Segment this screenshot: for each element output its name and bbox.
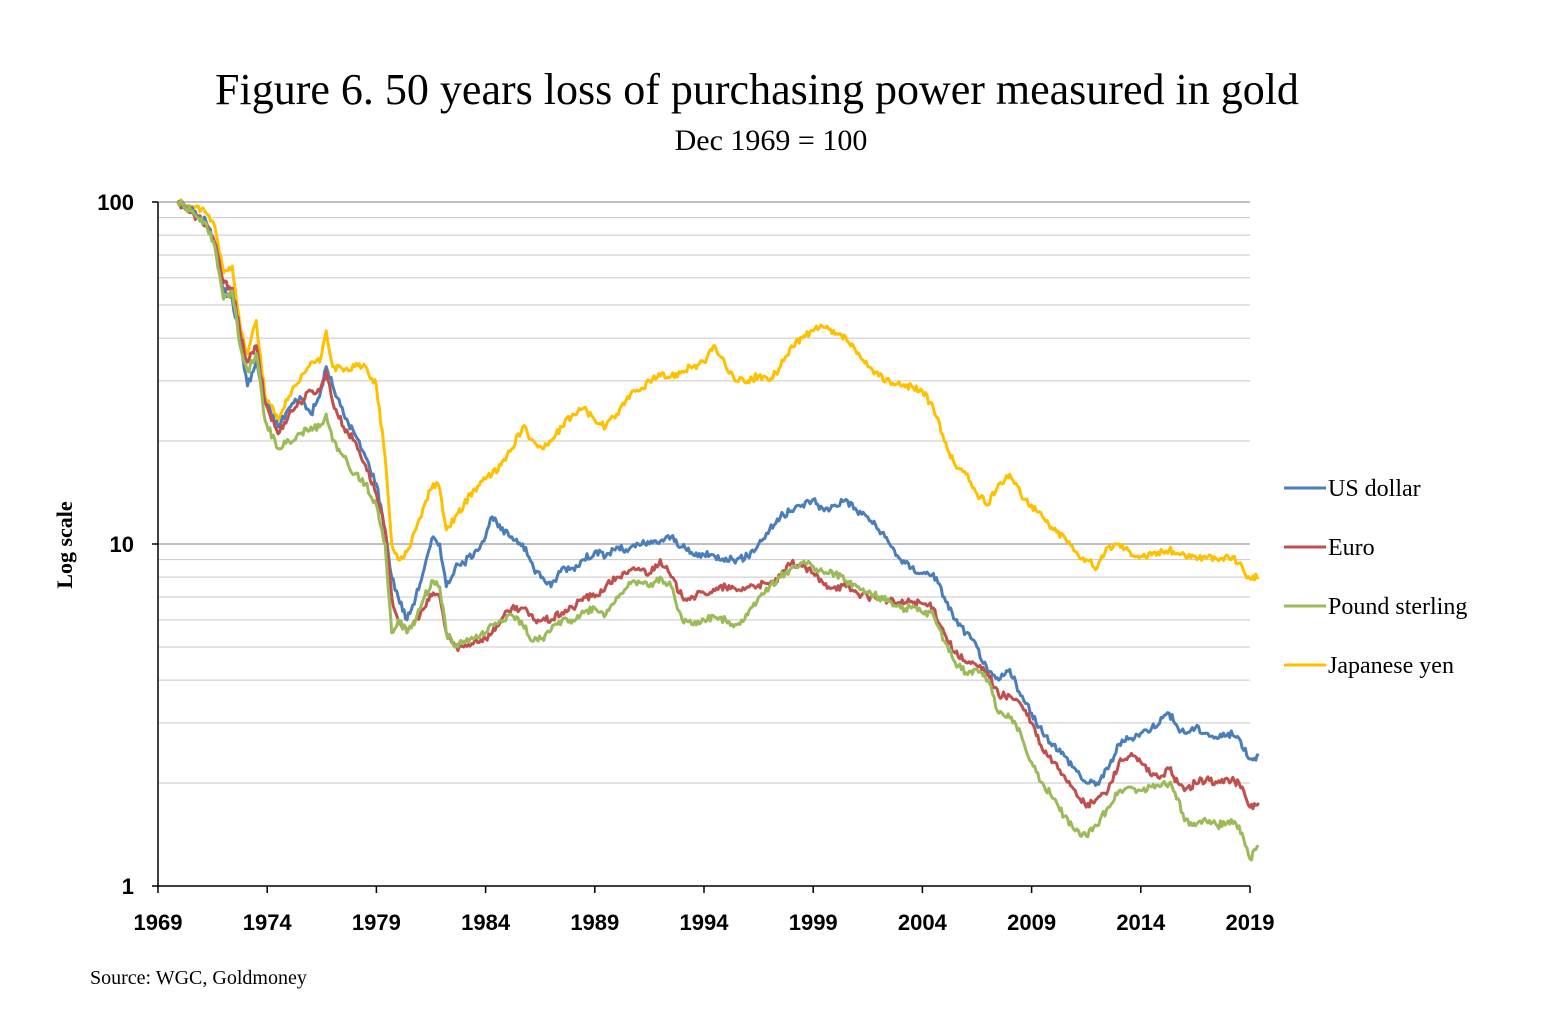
series-line-us-dollar xyxy=(176,200,1260,787)
x-tick-label: 1979 xyxy=(352,910,401,935)
legend-label: US dollar xyxy=(1328,476,1421,502)
x-tick-label: 1989 xyxy=(570,910,619,935)
chart-subtitle: Dec 1969 = 100 xyxy=(675,124,868,157)
x-tick-label: 1969 xyxy=(134,910,183,935)
series-line-pound-sterling xyxy=(176,199,1260,862)
legend-label: Pound sterling xyxy=(1328,594,1467,620)
y-axis-label: Log scale xyxy=(52,501,77,589)
legend-label: Euro xyxy=(1328,535,1375,561)
x-tick-label: 2019 xyxy=(1226,910,1275,935)
x-tick-labels: 1969 1974 1979 1984 1989 1994 1999 2004 2009 2014… xyxy=(134,910,1275,935)
y-tick-label: 10 xyxy=(110,532,134,557)
x-tick-label: 2009 xyxy=(1007,910,1056,935)
y-tick-label: 100 xyxy=(97,190,134,215)
x-tick-label: 1984 xyxy=(461,910,511,935)
legend: US dollar Euro Pound sterling Japanese yen xyxy=(1284,476,1467,679)
gridlines xyxy=(158,201,1250,784)
x-tick-label: 1999 xyxy=(789,910,838,935)
x-tick-label: 2004 xyxy=(898,910,948,935)
series-lines xyxy=(176,198,1260,862)
y-tick-labels: 100 10 1 xyxy=(97,190,134,899)
x-tick-label: 1994 xyxy=(680,910,730,935)
series-line-japanese-yen xyxy=(177,198,1260,582)
axes xyxy=(152,201,1251,893)
x-tick-label: 2014 xyxy=(1116,910,1166,935)
series-line-euro xyxy=(177,200,1260,811)
x-tick-label: 1974 xyxy=(243,910,293,935)
y-tick-label: 1 xyxy=(122,874,134,899)
legend-label: Japanese yen xyxy=(1328,653,1454,679)
source-note: Source: WGC, Goldmoney xyxy=(90,967,307,989)
chart-title: Figure 6. 50 years loss of purchasing po… xyxy=(215,65,1299,114)
